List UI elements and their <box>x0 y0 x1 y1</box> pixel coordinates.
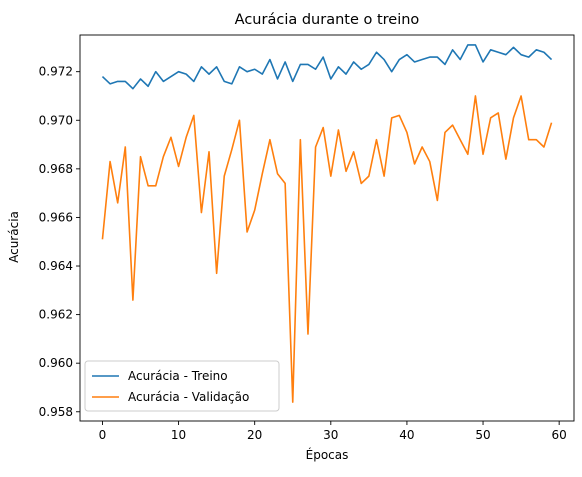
y-tick-label: 0.970 <box>39 113 73 127</box>
y-tick-label: 0.966 <box>39 210 73 224</box>
x-tick-label: 10 <box>171 428 186 442</box>
y-tick-label: 0.960 <box>39 356 73 370</box>
legend-label-validacao: Acurácia - Validação <box>128 390 249 404</box>
y-tick-label: 0.968 <box>39 162 73 176</box>
y-tick-label: 0.964 <box>39 259 73 273</box>
plot-frame <box>79 34 575 422</box>
series-line-0 <box>101 44 553 90</box>
y-tick-label: 0.962 <box>39 308 73 322</box>
legend-box <box>84 360 280 412</box>
legend-label-treino: Acurácia - Treino <box>128 369 228 383</box>
y-tick-label: 0.972 <box>39 65 73 79</box>
x-tick-label: 60 <box>552 428 567 442</box>
y-axis-title: Acurácia <box>7 211 21 263</box>
y-tick-label: 0.958 <box>39 405 73 419</box>
x-tick-label: 50 <box>475 428 490 442</box>
x-tick-label: 20 <box>247 428 262 442</box>
y-axis-ticks: 0.958 0.960 0.962 0.964 0.966 0.968 0.970 0.972 <box>39 65 80 419</box>
x-axis-title: Épocas <box>306 447 349 462</box>
x-tick-label: 30 <box>323 428 338 442</box>
x-tick-label: 40 <box>399 428 414 442</box>
series-layer <box>101 44 553 403</box>
x-tick-label: 0 <box>99 428 107 442</box>
chart-title: Acurácia durante o treino <box>235 12 420 28</box>
series-line-1 <box>101 95 553 403</box>
legend: Acurácia - Treino Acurácia - Validação <box>84 360 280 412</box>
x-axis-ticks: 0 10 20 30 40 50 60 <box>99 421 567 442</box>
